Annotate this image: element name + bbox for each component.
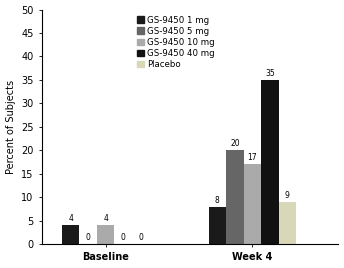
Text: 4: 4 [103, 214, 108, 224]
Text: 35: 35 [265, 69, 275, 78]
Text: 9: 9 [285, 191, 290, 200]
Bar [244, 164, 261, 244]
Bar [226, 150, 244, 244]
Text: 0: 0 [121, 233, 126, 242]
Bar [208, 207, 226, 244]
Legend: GS-9450 1 mg, GS-9450 5 mg, GS-9450 10 mg, GS-9450 40 mg, Placebo: GS-9450 1 mg, GS-9450 5 mg, GS-9450 10 m… [135, 14, 217, 71]
Bar [97, 225, 115, 244]
Bar [279, 202, 296, 244]
Text: 0: 0 [86, 233, 90, 242]
Text: 4: 4 [68, 214, 73, 224]
Bar [261, 80, 279, 244]
Text: 17: 17 [248, 154, 257, 162]
Text: 20: 20 [230, 139, 240, 148]
Bar [62, 225, 79, 244]
Text: 0: 0 [138, 233, 143, 242]
Y-axis label: Percent of Subjects: Percent of Subjects [6, 80, 15, 174]
Text: 8: 8 [215, 196, 220, 205]
